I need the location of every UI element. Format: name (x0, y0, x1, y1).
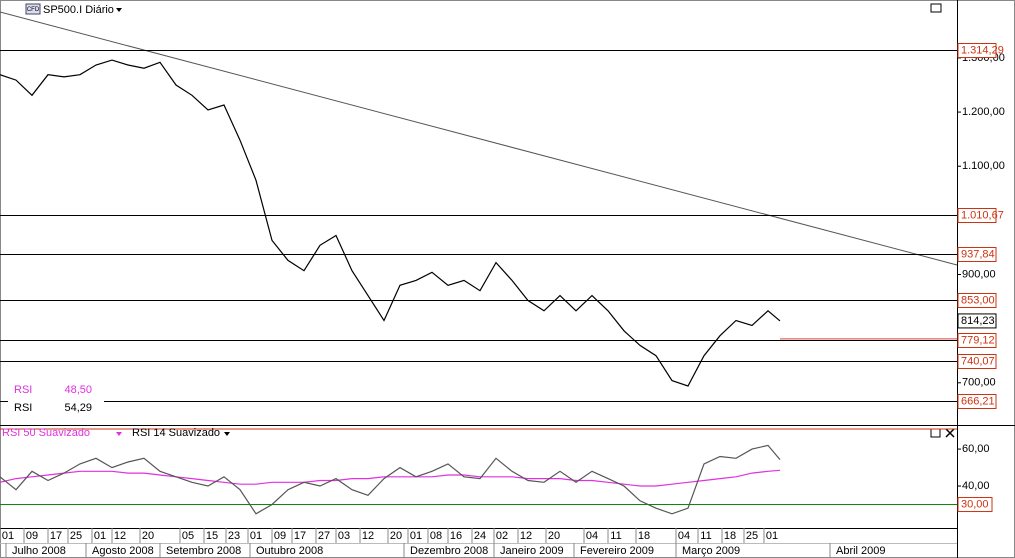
series-line (0, 59, 781, 387)
series-line (0, 444, 781, 515)
close-button[interactable] (945, 428, 955, 438)
x-tick-label: 05 (182, 530, 194, 542)
month-label: Julho 2008 (12, 545, 66, 557)
level-label: 30,00 (961, 498, 989, 510)
legend-label: RSI 14 Suavizado (132, 427, 220, 439)
y-tick-label: 60,00 (962, 443, 990, 455)
x-tick-label: 08 (430, 530, 442, 542)
month-label: Setembro 2008 (166, 545, 241, 557)
x-tick-label: 01 (766, 530, 778, 542)
level-box (957, 333, 997, 348)
x-tick-label: 17 (50, 530, 62, 542)
x-tick-label: 25 (70, 530, 82, 542)
level-box (957, 497, 993, 513)
level-label: 666,21 (961, 395, 995, 407)
month-label: Janeiro 2009 (500, 545, 564, 557)
x-tick-label: 24 (474, 530, 486, 542)
month-label: Abril 2009 (836, 545, 886, 557)
x-tick-label: 12 (114, 530, 126, 542)
x-tick-label: 11 (700, 530, 711, 542)
reading-value: 54,29 (64, 402, 92, 414)
x-tick-label: 04 (586, 530, 598, 542)
level-label: 853,00 (961, 294, 995, 306)
dropdown[interactable] (116, 8, 122, 12)
level-box (957, 354, 997, 369)
x-tick-label: 12 (362, 530, 374, 542)
icon-text: CFD (27, 7, 40, 13)
x-tick-label: 12 (520, 530, 532, 542)
y-tick-label: 700,00 (962, 377, 996, 389)
month-label: Outubro 2008 (256, 545, 323, 557)
x-tick-label: 03 (338, 530, 350, 542)
x-tick-label: 25 (746, 530, 758, 542)
level-label: 779,12 (961, 334, 995, 346)
month-label: Dezembro 2008 (410, 545, 488, 557)
chart-title[interactable]: SP500.I Diário (43, 4, 114, 16)
x-tick-label: 18 (638, 530, 650, 542)
x-tick-label: 20 (548, 530, 560, 542)
x-tick-label: 23 (228, 530, 240, 542)
month-label: Agosto 2008 (92, 545, 154, 557)
reading-bg (8, 400, 104, 416)
x-tick-label: 15 (206, 530, 218, 542)
x-tick-label: 20 (142, 530, 154, 542)
month-label: Março 2009 (682, 545, 740, 557)
x-tick-label: 09 (26, 530, 38, 542)
level-box (957, 43, 997, 58)
level-box (957, 208, 997, 223)
level-box (957, 394, 997, 409)
level-label: 740,07 (961, 355, 995, 367)
maximize-button[interactable] (930, 3, 942, 13)
x-tick-label: 09 (274, 530, 286, 542)
y-tick-label: 40,00 (962, 480, 990, 492)
x-tick-label: 01 (410, 530, 422, 542)
reading-value: 48,50 (64, 384, 92, 396)
x-tick-label: 16 (450, 530, 462, 542)
last-price-box (957, 313, 997, 329)
last-price-label: 814,23 (961, 315, 995, 327)
x-tick-label: 18 (724, 530, 736, 542)
y-tick-label: 1.200,00 (962, 106, 1005, 118)
x-tick-label: 01 (250, 530, 262, 542)
x-tick-label: 04 (678, 530, 690, 542)
legend-dropdown[interactable] (116, 432, 122, 436)
x-tick-label: 01 (2, 530, 14, 542)
x-tick-label: 11 (610, 530, 621, 542)
x-tick-label: 17 (294, 530, 306, 542)
trend-line (0, 11, 958, 266)
x-tick-label: 02 (496, 530, 508, 542)
x-tick-label: 20 (390, 530, 402, 542)
y-tick-label: 1.100,00 (962, 160, 1005, 172)
month-label: Fevereiro 2009 (580, 545, 654, 557)
x-tick-label: 27 (318, 530, 330, 542)
reading-name: RSI (14, 384, 32, 396)
icon (25, 3, 41, 15)
legend-dropdown[interactable] (224, 432, 230, 436)
level-label: 1.314,29 (961, 44, 1004, 56)
y-tick-label: 900,00 (962, 268, 996, 280)
x-tick-label: 01 (94, 530, 106, 542)
legend-label: RSI 50 Suavizado (2, 427, 90, 439)
level-box (957, 293, 997, 308)
level-label: 1.010,67 (961, 209, 1004, 221)
reading-name: RSI (14, 402, 32, 414)
series-line (0, 469, 781, 487)
level-label: 937,84 (961, 248, 995, 260)
reading-bg (8, 382, 104, 398)
level-box (957, 247, 997, 262)
